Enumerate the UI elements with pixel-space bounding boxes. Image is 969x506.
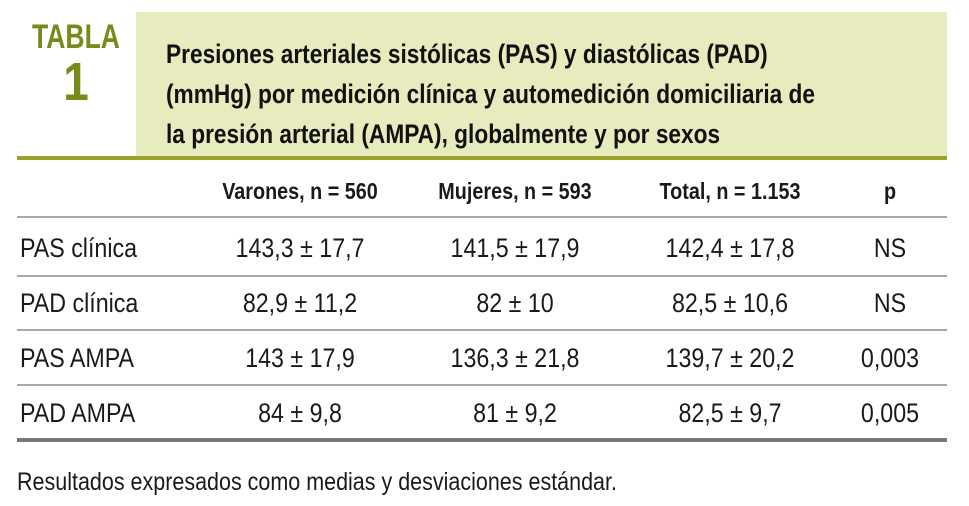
table-cell: 84 ± 9,8 (258, 398, 342, 428)
table-cell: 0,005 (860, 398, 920, 428)
table-title: Presiones arteriales sistólicas (PAS) y … (166, 39, 816, 149)
header-rule (17, 156, 947, 160)
table-cell: 81 ± 9,2 (473, 398, 557, 428)
table-bottom-rule (17, 438, 947, 442)
table-label-number: 1 (63, 52, 89, 112)
table-cell: 136,3 ± 21,8 (450, 343, 580, 373)
row-label: PAS AMPA (20, 343, 135, 373)
table-footnote: Resultados expresados como medias y desv… (17, 468, 617, 496)
table-cell: NS (873, 233, 907, 263)
table-cell: 82 ± 10 (476, 288, 554, 318)
table-cell: 82,5 ± 9,7 (678, 398, 782, 428)
table-cell: 142,4 ± 17,8 (665, 233, 795, 263)
table-label: TABLA 1 (17, 12, 135, 158)
column-header-p: p (883, 178, 897, 204)
row-divider (17, 329, 947, 331)
table-cell: 82,9 ± 11,2 (242, 288, 358, 318)
table-cell: 141,5 ± 17,9 (450, 233, 580, 263)
column-header-varones: Varones, n = 560 (222, 178, 378, 204)
row-label: PAS clínica (20, 233, 138, 263)
table-cell: 82,5 ± 10,6 (671, 288, 789, 318)
row-divider (17, 216, 947, 218)
table-cell: 143,3 ± 17,7 (235, 233, 365, 263)
title-box: Presiones arteriales sistólicas (PAS) y … (136, 12, 947, 156)
row-label: PAD clínica (20, 288, 139, 318)
table-label-word: TABLA (32, 18, 120, 56)
table-cell: 139,7 ± 20,2 (665, 343, 795, 373)
row-divider (17, 384, 947, 386)
column-header-total: Total, n = 1.153 (659, 178, 801, 204)
column-header-mujeres: Mujeres, n = 593 (438, 178, 592, 204)
table-cell: 0,003 (860, 343, 920, 373)
table-cell: NS (873, 288, 907, 318)
table-cell: 143 ± 17,9 (245, 343, 355, 373)
row-divider (17, 275, 947, 277)
row-label: PAD AMPA (20, 398, 136, 428)
